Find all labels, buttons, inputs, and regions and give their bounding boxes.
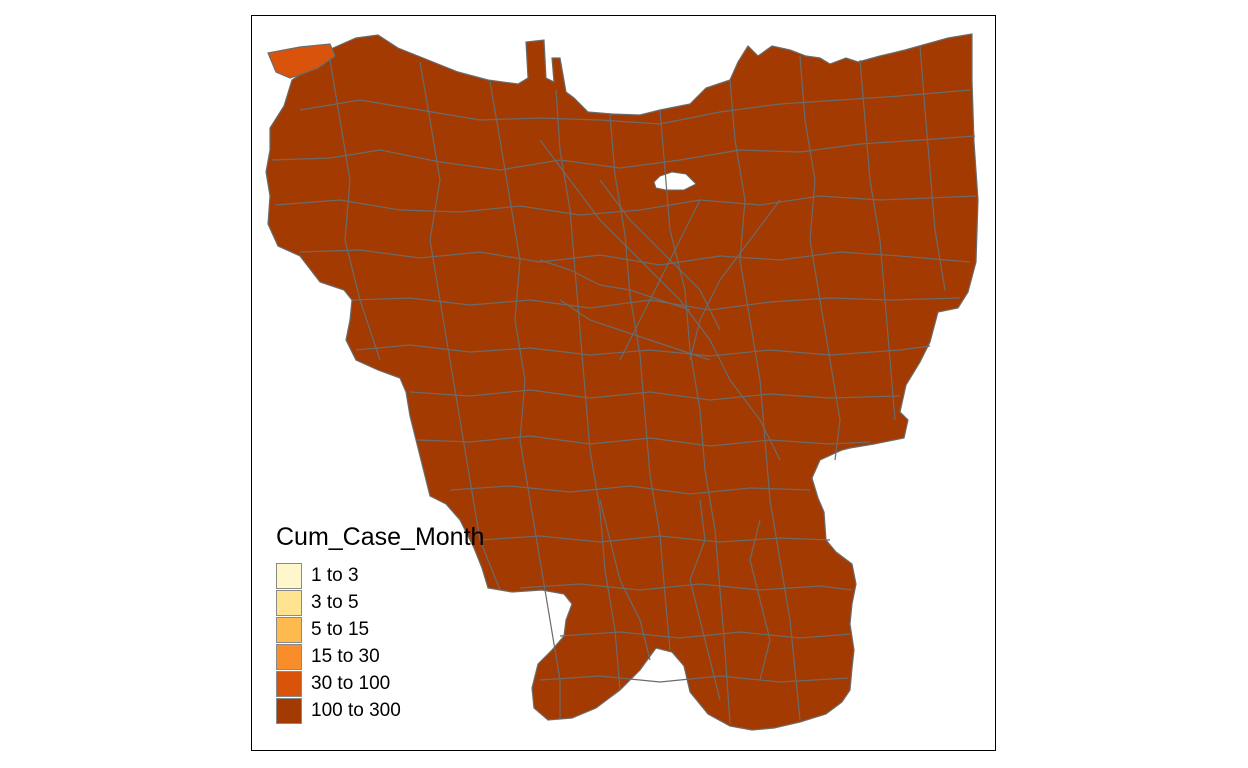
district-border — [859, 59, 896, 421]
legend-title: Cum_Case_Month — [276, 523, 485, 551]
legend-item: 5 to 15 — [276, 616, 484, 643]
district-border — [271, 135, 976, 171]
legend-item: 3 to 5 — [276, 589, 484, 616]
district-border — [729, 79, 801, 721]
district-border — [355, 344, 931, 357]
district-border — [539, 675, 849, 683]
legend-item-label: 5 to 15 — [311, 618, 370, 640]
district-border — [599, 179, 721, 331]
district-border — [539, 139, 781, 461]
legend-swatch — [276, 589, 302, 616]
district-border — [539, 259, 691, 311]
district-borders — [271, 45, 977, 725]
district-border — [689, 499, 721, 701]
district-border — [419, 61, 501, 591]
map-regions — [265, 33, 979, 731]
district-border — [299, 249, 971, 266]
highlight-district — [267, 43, 336, 79]
jakarta-district-map — [265, 33, 979, 731]
district-border — [329, 59, 381, 361]
district-border — [609, 114, 671, 651]
legend-item-label: 3 to 5 — [311, 591, 359, 613]
district-border — [559, 631, 851, 639]
district-border — [689, 199, 781, 361]
district-border — [449, 485, 811, 495]
legend-swatch — [276, 616, 302, 643]
map-legend: Cum_Case_Month 1 to 3 3 to 5 5 to 15 15 … — [276, 522, 484, 724]
legend-swatch — [276, 643, 302, 670]
district-border — [659, 109, 731, 725]
district-border — [409, 389, 901, 401]
legend-swatch — [276, 670, 302, 697]
district-border — [599, 499, 651, 661]
legend-items: 1 to 3 3 to 5 5 to 15 15 to 30 30 to 100… — [276, 562, 484, 724]
water-hole — [653, 171, 697, 191]
legend-item-label: 30 to 100 — [311, 672, 391, 694]
district-border — [274, 195, 977, 216]
district-border — [799, 55, 841, 461]
district-border — [919, 45, 946, 291]
legend-item-label: 1 to 3 — [311, 564, 359, 586]
district-border — [559, 299, 711, 361]
legend-item: 1 to 3 — [276, 562, 484, 589]
district-border — [417, 435, 871, 447]
district-border — [749, 519, 771, 681]
legend-item-label: 15 to 30 — [311, 645, 380, 667]
legend-item: 100 to 300 — [276, 697, 484, 724]
district-border — [519, 583, 853, 591]
legend-item: 15 to 30 — [276, 643, 484, 670]
legend-swatch — [276, 697, 302, 724]
district-border — [489, 81, 561, 718]
district-border — [299, 89, 971, 125]
district-border — [555, 89, 621, 691]
legend-swatch — [276, 562, 302, 589]
legend-item: 30 to 100 — [276, 670, 484, 697]
district-border — [619, 199, 701, 361]
legend-item-label: 100 to 300 — [311, 699, 401, 721]
